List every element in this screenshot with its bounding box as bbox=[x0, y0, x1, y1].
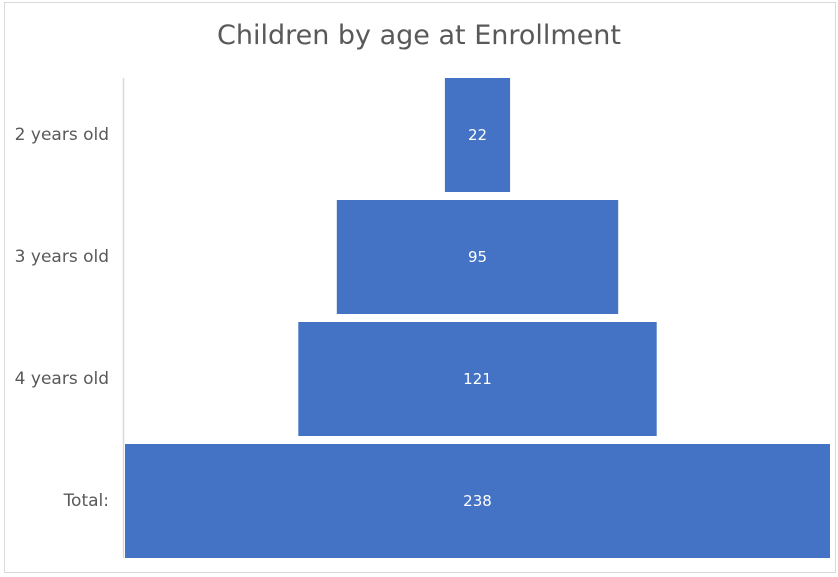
data-label-4: 238 bbox=[463, 492, 492, 510]
category-label-2: 3 years old bbox=[15, 247, 109, 267]
funnel-bar-3 bbox=[298, 322, 657, 436]
category-label-1: 2 years old bbox=[15, 125, 109, 145]
category-label-4: Total: bbox=[63, 491, 109, 511]
chart-title: Children by age at Enrollment bbox=[216, 20, 622, 51]
data-label-2: 95 bbox=[468, 248, 487, 266]
funnel-bar-4 bbox=[125, 444, 830, 558]
category-label-3: 4 years old bbox=[15, 369, 109, 389]
data-label-3: 121 bbox=[463, 370, 492, 388]
funnel-bar-1 bbox=[444, 78, 511, 192]
funnel-bar-2 bbox=[336, 200, 619, 314]
data-label-1: 22 bbox=[468, 126, 487, 144]
